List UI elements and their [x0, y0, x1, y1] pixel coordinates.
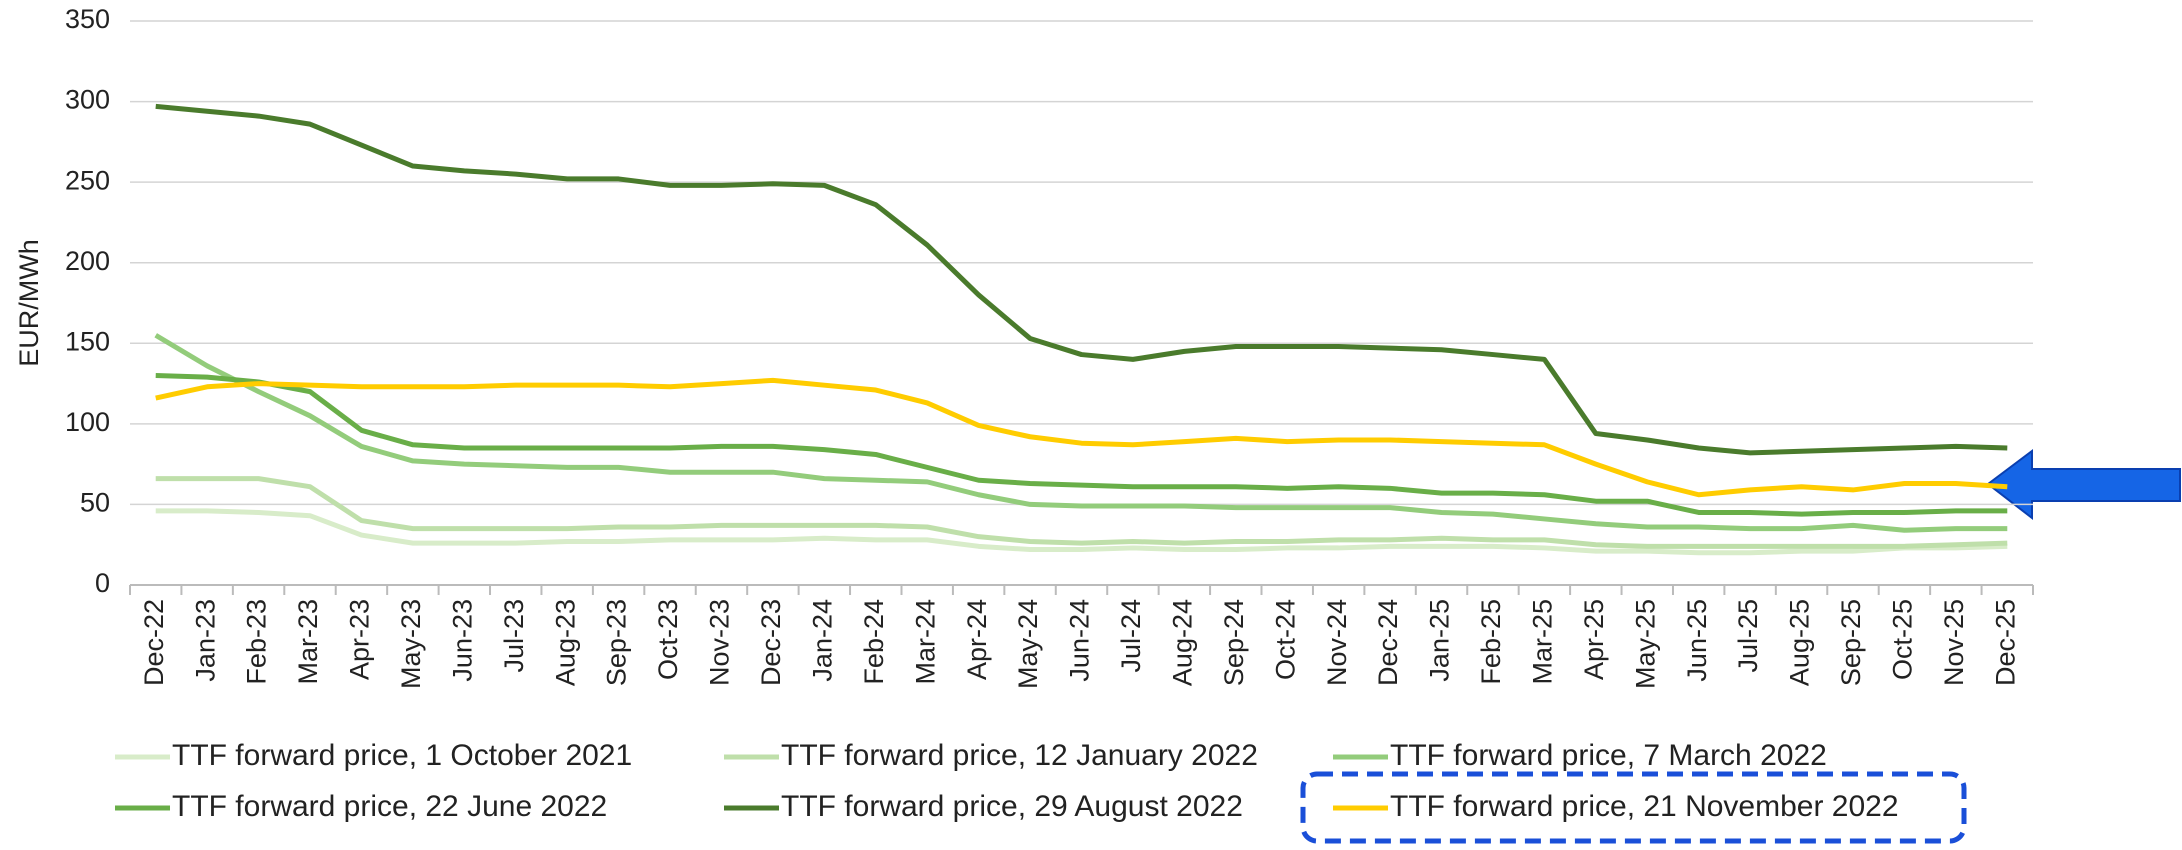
x-tick-label: Oct-24 [1270, 599, 1300, 680]
x-tick-label: Mar-25 [1528, 599, 1558, 685]
y-tick-label: 350 [65, 4, 110, 34]
x-tick-label: May-25 [1630, 599, 1660, 689]
x-tick-label: Jun-23 [447, 599, 477, 682]
x-tick-label: Dec-23 [756, 599, 786, 686]
series-line [155, 103, 2008, 456]
x-tick-label: Jan-24 [807, 599, 837, 682]
y-tick-label: 50 [80, 488, 110, 518]
y-tick-label: 100 [65, 407, 110, 437]
series-line [155, 476, 2008, 549]
x-tick-label: Mar-23 [293, 599, 323, 685]
x-tick-label: Apr-23 [345, 599, 375, 680]
x-tick-label: Jul-25 [1733, 599, 1763, 673]
x-tick-label: Feb-23 [242, 599, 272, 685]
x-tick-label: Sep-23 [602, 599, 632, 686]
x-tick-label: Aug-25 [1785, 599, 1815, 686]
x-tick-label: Nov-25 [1939, 599, 1969, 686]
x-tick-label: Feb-25 [1476, 599, 1506, 685]
highlight-box [1300, 771, 1967, 844]
x-tick-label: Oct-23 [653, 599, 683, 680]
x-tick-label: Jan-25 [1425, 599, 1455, 682]
legend-text: TTF forward price, 7 March 2022 [1390, 739, 1827, 772]
series-line [154, 333, 2008, 533]
x-tick-label: Aug-24 [1167, 599, 1197, 686]
x-tick-label: Jan-23 [190, 599, 220, 682]
y-tick-label: 250 [65, 165, 110, 195]
x-tick-label: Jun-24 [1065, 599, 1095, 682]
x-tick-label: Apr-25 [1579, 599, 1609, 680]
x-tick-label: Oct-25 [1888, 599, 1918, 680]
x-tick-label: Dec-25 [1990, 599, 2020, 686]
y-tick-label: 150 [65, 326, 110, 356]
x-tick-label: Feb-24 [859, 599, 889, 685]
x-tick-label: Nov-23 [705, 599, 735, 686]
series-line [155, 373, 2008, 517]
legend-text: TTF forward price, 22 June 2022 [172, 790, 607, 823]
x-tick-label: Sep-24 [1219, 599, 1249, 686]
x-tick-label: Jul-24 [1116, 599, 1146, 673]
y-tick-label: 200 [65, 246, 110, 276]
x-tick-label: Jun-25 [1682, 599, 1712, 682]
legend-text: TTF forward price, 29 August 2022 [781, 790, 1243, 823]
x-tick-label: Nov-24 [1322, 599, 1352, 686]
y-axis-label: EUR/MWh [14, 239, 44, 367]
x-tick-label: May-23 [396, 599, 426, 689]
y-tick-label: 300 [65, 85, 110, 115]
x-tick-label: Apr-24 [962, 599, 992, 680]
legend-text: TTF forward price, 12 January 2022 [781, 739, 1258, 772]
x-tick-label: Dec-22 [139, 599, 169, 686]
x-tick-label: Mar-24 [910, 599, 940, 685]
legend-text: TTF forward price, 1 October 2021 [172, 739, 632, 772]
legend-text: TTF forward price, 21 November 2022 [1390, 790, 1899, 823]
x-tick-label: Aug-23 [550, 599, 580, 686]
x-tick-label: Sep-25 [1836, 599, 1866, 686]
x-tick-label: May-24 [1013, 599, 1043, 689]
arrow [1986, 449, 2181, 521]
x-tick-label: Jul-23 [499, 599, 529, 673]
x-tick-label: Dec-24 [1373, 599, 1403, 686]
series-line [155, 508, 2008, 556]
y-tick-label: 0 [95, 568, 110, 598]
series-line [155, 377, 2008, 498]
